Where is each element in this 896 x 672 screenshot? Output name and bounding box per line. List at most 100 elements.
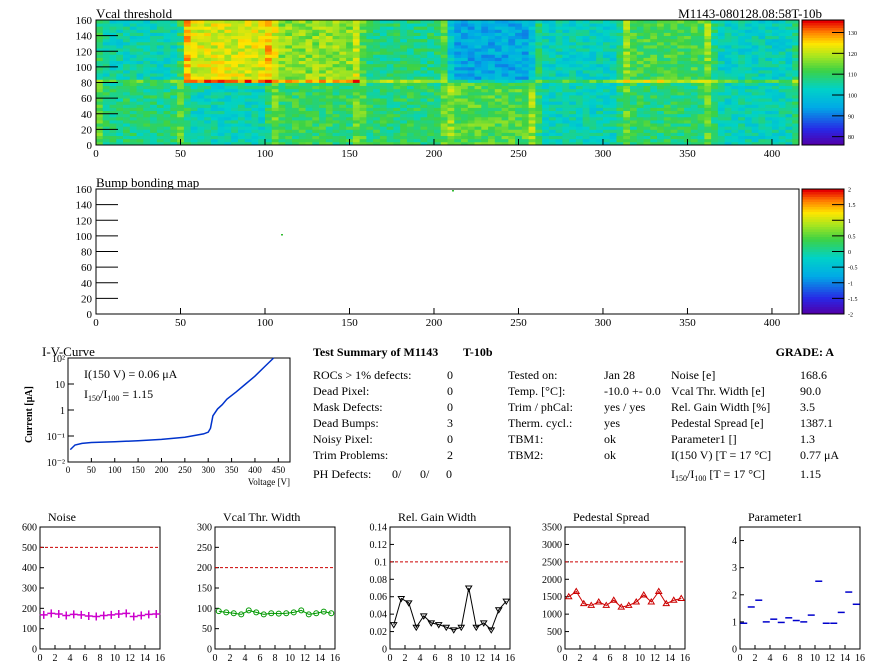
map1-cell <box>143 91 151 96</box>
map1-cell <box>190 73 198 77</box>
map1-cell <box>292 141 300 146</box>
map1-cell <box>373 32 381 37</box>
plot-frame <box>39 526 161 650</box>
map1-cell <box>636 82 644 87</box>
map1-cell <box>582 141 590 146</box>
map1-cell <box>738 82 746 87</box>
summary-left-value: 0 <box>447 368 453 382</box>
map1-cell <box>285 141 293 146</box>
map1-cell <box>684 91 692 96</box>
map1-cell <box>744 63 753 68</box>
map1-cell <box>420 70 428 74</box>
map1-cell <box>325 110 333 115</box>
map1-cell <box>440 79 448 83</box>
map1-cell <box>129 35 137 40</box>
map1-cell <box>332 123 340 127</box>
map1-cell <box>670 70 678 74</box>
map1-cell <box>359 38 367 43</box>
map1-cell <box>704 82 712 87</box>
map1-cell <box>373 95 381 99</box>
map1-cell <box>102 32 110 37</box>
map1-cell <box>116 123 124 127</box>
map1-cell <box>447 20 455 24</box>
map1-cell <box>738 88 746 93</box>
map1-cell <box>744 48 753 52</box>
map1-cell <box>690 32 699 37</box>
map1-colorbar-swatch <box>802 112 844 116</box>
map1-cell <box>332 98 340 102</box>
map1-cell <box>792 85 800 90</box>
map1-cell <box>386 45 394 49</box>
map1-cell <box>467 85 475 90</box>
map1-cell <box>542 82 550 87</box>
map1-cell <box>447 129 455 133</box>
map1-cell <box>217 79 225 83</box>
map1-cell <box>609 138 617 143</box>
map1-cell <box>339 120 347 124</box>
map1-cell <box>325 141 333 146</box>
map1-cell <box>406 141 415 146</box>
map1-cell <box>204 48 212 52</box>
map1-cell <box>623 123 631 127</box>
map1-cell <box>738 116 746 121</box>
map1-cell <box>440 85 448 90</box>
map1-cell <box>677 23 685 27</box>
map1-cell <box>400 85 408 90</box>
map1-cell <box>575 48 584 52</box>
map1-cell <box>650 73 658 77</box>
map1-cell <box>217 82 225 87</box>
map1-cell <box>143 120 151 124</box>
map1-colorbar-swatch <box>802 85 844 88</box>
map1-cell <box>535 45 543 49</box>
map1-cell <box>129 38 137 43</box>
map1-cell <box>102 35 110 40</box>
map1-cell <box>427 126 435 130</box>
map1-cell <box>501 107 509 112</box>
map1-cell <box>136 104 144 108</box>
map2-colorbar-swatch <box>802 254 844 257</box>
map1-cell <box>224 110 232 115</box>
map1-cell <box>690 101 699 105</box>
map1-cell <box>386 82 394 87</box>
plot-x-tick-label: 0 <box>738 653 743 664</box>
map1-cell <box>190 45 198 49</box>
map1-cell <box>562 23 570 27</box>
map1-cell <box>751 123 759 127</box>
map1-cell <box>731 41 739 46</box>
map1-cell <box>278 63 286 68</box>
map1-cell <box>461 95 469 99</box>
map1-cell <box>150 79 158 83</box>
map1-cell <box>494 29 502 33</box>
plot-point <box>283 610 290 617</box>
map1-cell <box>210 66 219 71</box>
map1-cell <box>116 79 124 83</box>
map1-cell <box>771 82 780 87</box>
plot-frame <box>739 526 861 650</box>
map1-cell <box>596 132 604 137</box>
map1-cell <box>292 76 300 80</box>
map1-cell <box>346 129 354 133</box>
map1-cell <box>373 85 381 90</box>
map1-cell <box>312 45 320 49</box>
map1-cell <box>332 120 340 124</box>
map1-cell <box>285 76 293 80</box>
map1-cell <box>724 45 732 49</box>
map1-cell <box>488 104 496 108</box>
map1-cell <box>494 107 502 112</box>
map1-cell <box>332 38 340 43</box>
map1-cell <box>575 129 584 133</box>
map1-cell <box>697 29 705 33</box>
map1-cell <box>271 41 279 46</box>
map1-cell <box>319 76 327 80</box>
map1-cell <box>244 41 252 46</box>
map1-cell <box>237 91 246 96</box>
map1-cell <box>231 138 239 143</box>
map1-cell <box>521 107 530 112</box>
summary-left-value: 0 <box>447 432 453 446</box>
map1-cell <box>778 88 786 93</box>
map1-cell <box>129 123 137 127</box>
map1-cell <box>461 107 469 112</box>
map1-cell <box>616 54 624 58</box>
map1-cell <box>278 57 286 62</box>
map1-cell <box>231 95 239 99</box>
